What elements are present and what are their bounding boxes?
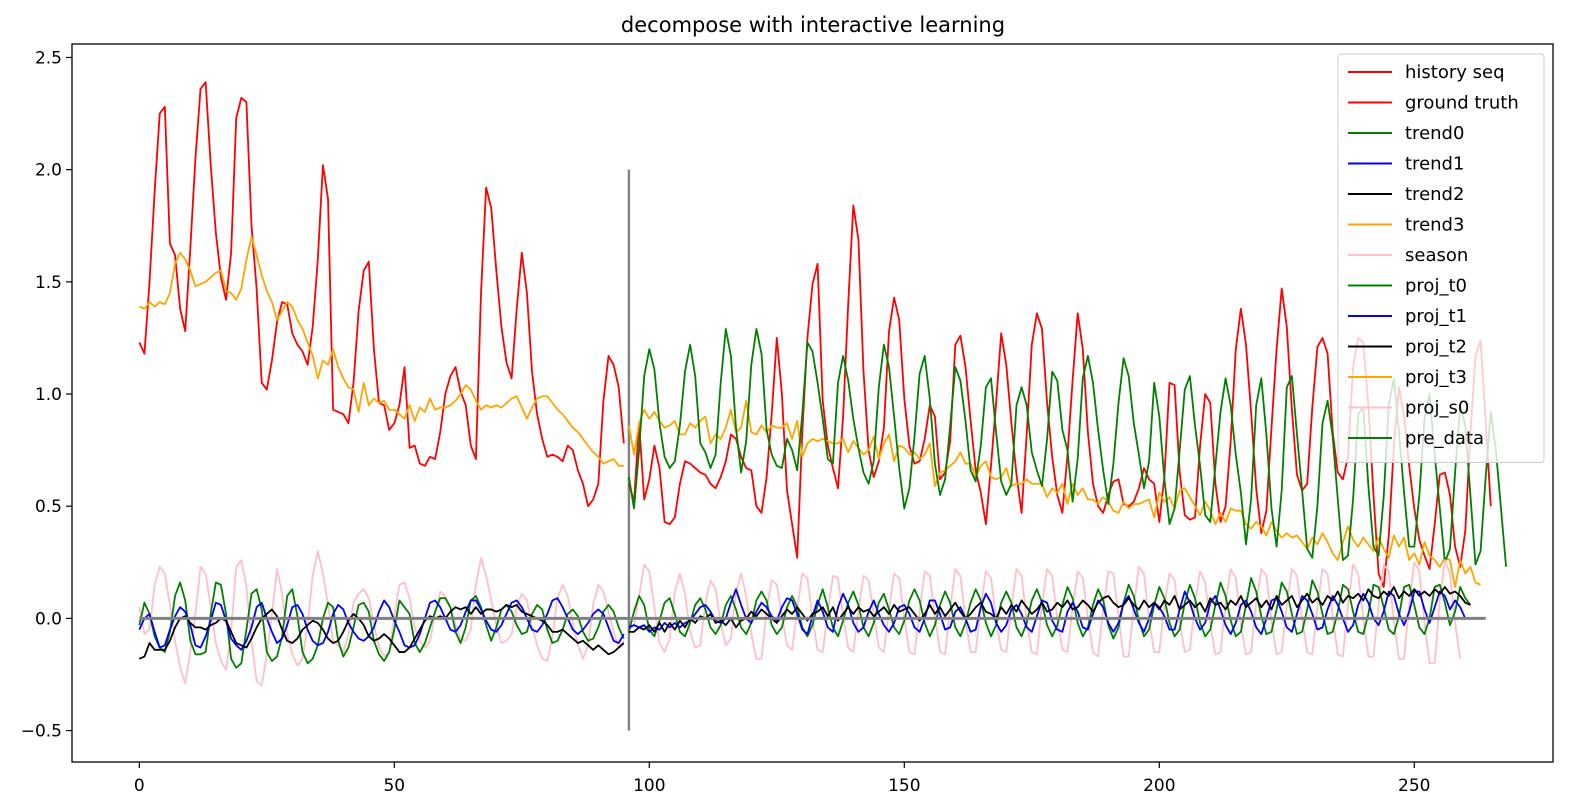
legend-label: proj_s0 [1405,398,1469,419]
y-tick-label: 0.0 [35,609,62,629]
series-line-proj-t1 [628,588,1467,636]
x-tick-label: 100 [633,776,665,796]
legend-label: trend3 [1405,215,1464,236]
series-line-proj-t0 [628,577,1472,640]
series-line-proj-t3 [628,399,1481,588]
y-tick-label: 0.5 [35,497,62,517]
legend-label: trend1 [1405,154,1464,175]
y-tick-label: 1.5 [35,273,62,293]
series-line-season [138,550,625,687]
series-line-proj-t2 [628,586,1471,633]
series-line-trend0 [138,581,625,669]
y-tick-label: 2.0 [35,161,62,181]
x-tick-label: 50 [383,776,405,796]
series-line-history-seq [138,81,625,508]
legend-label: proj_t1 [1405,306,1467,327]
legend-label: proj_t3 [1405,367,1467,388]
legend-label: ground truth [1405,93,1519,114]
legend-label: proj_t2 [1405,337,1467,358]
legend-label: proj_t0 [1405,276,1467,297]
y-tick-label: −0.5 [21,722,62,742]
legend-box [1337,53,1545,463]
y-tick-label: 1.0 [35,385,62,405]
x-tick-label: 200 [1143,776,1175,796]
x-tick-label: 150 [888,776,920,796]
series-line-trend3 [138,236,624,467]
series-line-trend1 [138,597,625,651]
legend-label: trend2 [1405,184,1464,205]
legend-label: trend0 [1405,123,1464,144]
legend-label: pre_data [1405,428,1484,449]
x-tick-label: 250 [1398,776,1430,796]
x-tick-label: 0 [134,776,145,796]
y-tick-label: 2.5 [35,48,62,68]
chart-title: decompose with interactive learning [621,13,1005,37]
legend-label: history seq [1405,62,1505,83]
plot-frame [71,43,1554,763]
legend-label: season [1405,245,1468,266]
